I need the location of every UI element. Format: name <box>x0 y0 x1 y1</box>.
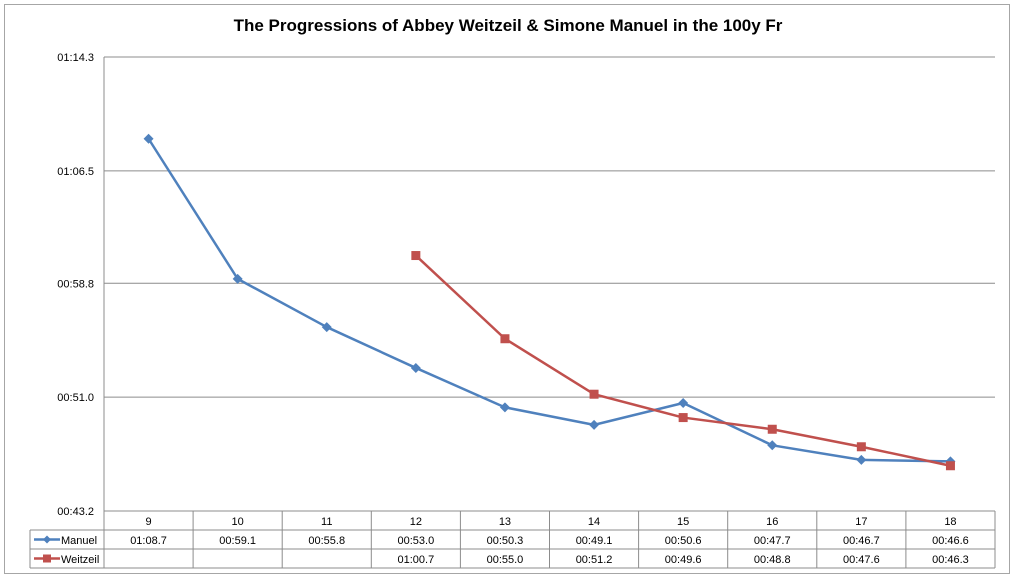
data-point <box>678 397 689 408</box>
series-line-segment <box>771 444 863 462</box>
data-point <box>856 442 866 452</box>
y-tick-label: 01:14.3 <box>57 52 94 64</box>
x-category-label: 11 <box>321 516 332 528</box>
series-weitzeil <box>411 251 955 471</box>
data-point <box>678 413 688 423</box>
chart-frame <box>4 4 1010 574</box>
data-label: 00:59.1 <box>219 535 256 547</box>
data-point <box>410 362 421 373</box>
data-label: 00:55.8 <box>308 535 345 547</box>
series-line-segment <box>592 401 685 427</box>
x-category-label: 16 <box>766 516 778 528</box>
series-line-segment <box>325 325 418 370</box>
x-category-label: 15 <box>677 516 689 528</box>
data-label: 00:49.6 <box>665 554 702 566</box>
series-manuel <box>143 133 956 467</box>
data-point <box>767 424 777 434</box>
data-label: 00:50.3 <box>487 535 524 547</box>
legend-entry: Weitzeil <box>61 554 99 566</box>
x-category-label: 18 <box>944 516 956 528</box>
y-tick-label: 00:43.2 <box>57 506 94 518</box>
series-line-segment <box>860 445 952 467</box>
y-tick-label: 00:58.8 <box>57 278 94 290</box>
data-point <box>589 389 599 399</box>
data-label: 00:46.3 <box>932 554 969 566</box>
data-table: 9 10 11 12 13 14 15 16 17 18 Manuel 01:08.7 00:59.1 0… <box>29 510 996 569</box>
y-tick-label: 00:51.0 <box>57 392 94 404</box>
x-category-label: 14 <box>588 516 600 528</box>
data-label: 01:08.7 <box>130 535 167 547</box>
y-tick-labels: 01:14.3 01:06.5 00:58.8 00:51.0 00:43.2 <box>57 52 94 518</box>
series <box>143 133 956 471</box>
legend-key-marker <box>43 535 51 544</box>
data-point <box>143 133 154 144</box>
data-label: 00:47.6 <box>843 554 880 566</box>
data-label: 00:49.1 <box>576 535 613 547</box>
series-line-segment <box>236 277 328 329</box>
data-point <box>500 334 510 344</box>
data-point <box>589 419 600 430</box>
series-line-segment <box>771 428 863 449</box>
series-line-segment <box>414 254 507 340</box>
x-category-label: 12 <box>410 516 422 528</box>
data-point <box>767 440 778 451</box>
data-label: 00:51.2 <box>576 554 613 566</box>
x-category-label: 9 <box>145 516 151 528</box>
data-point <box>945 461 955 471</box>
x-category-label: 10 <box>232 516 244 528</box>
series-line-segment <box>414 366 507 409</box>
data-label: 01:00.7 <box>397 554 434 566</box>
data-label: 00:53.0 <box>397 535 434 547</box>
series-line-segment <box>681 416 774 431</box>
x-category-label: 17 <box>855 516 867 528</box>
data-label: 00:47.7 <box>754 535 791 547</box>
data-label: 00:46.7 <box>843 535 880 547</box>
series-line-segment <box>592 392 685 419</box>
y-tick-label: 01:06.5 <box>57 166 94 178</box>
data-point <box>411 251 421 261</box>
data-label: 00:48.8 <box>754 554 791 566</box>
data-point <box>321 322 332 333</box>
data-label: 00:55.0 <box>487 554 524 566</box>
data-point <box>232 273 243 284</box>
data-label: 00:46.6 <box>932 535 969 547</box>
series-line-segment <box>503 406 596 427</box>
data-label: 00:50.6 <box>665 535 702 547</box>
data-point <box>856 454 867 465</box>
chart-title: The Progressions of Abbey Weitzeil & Sim… <box>233 16 783 35</box>
x-category-label: 13 <box>499 516 511 528</box>
legend-key-marker <box>43 554 51 563</box>
series-line-segment <box>503 337 596 396</box>
data-point <box>499 402 510 413</box>
legend-entry: Manuel <box>61 535 97 547</box>
series-line-segment <box>147 137 239 281</box>
gridlines <box>104 56 995 398</box>
series-line-segment <box>860 458 952 463</box>
